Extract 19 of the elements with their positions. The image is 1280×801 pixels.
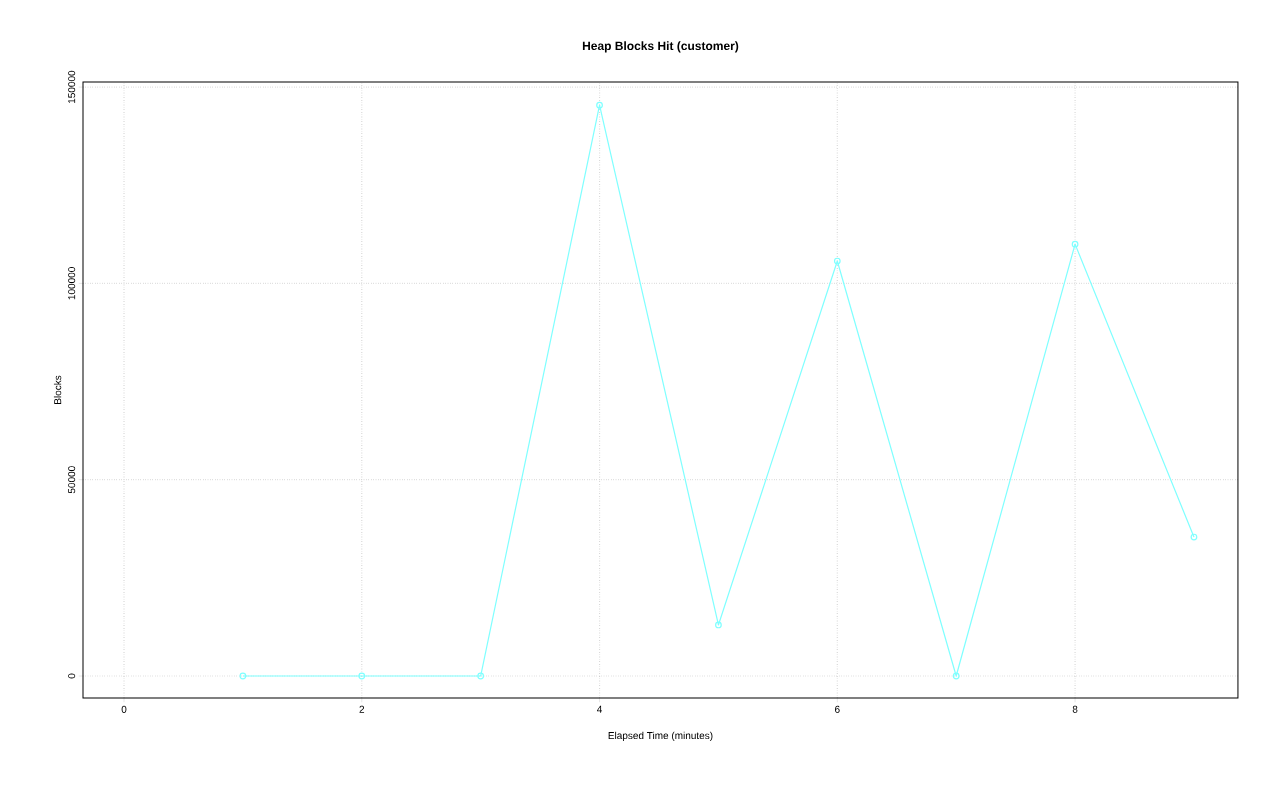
point bbox=[1071, 240, 1079, 248]
x-tick-label: 6 bbox=[835, 705, 840, 713]
x-tick-label: 4 bbox=[597, 705, 603, 713]
y-tick-label: 0 bbox=[68, 673, 76, 679]
point bbox=[596, 101, 603, 109]
y-tick-label: 50000 bbox=[68, 466, 76, 494]
x-tick-label: 0 bbox=[121, 705, 127, 713]
x-tick-label: 2 bbox=[359, 705, 365, 713]
y-tick-label: 100000 bbox=[68, 267, 76, 300]
y-axis-title: Blocks bbox=[53, 375, 62, 404]
point bbox=[952, 672, 960, 680]
point bbox=[358, 672, 366, 680]
x-axis-title: Elapsed Time (minutes) bbox=[608, 731, 713, 742]
point bbox=[477, 672, 485, 680]
point bbox=[715, 621, 722, 629]
x-tick-label: 8 bbox=[1072, 705, 1078, 713]
chart-title: Heap Blocks Hit (customer) bbox=[582, 41, 739, 53]
y-tick-label: 150000 bbox=[68, 70, 76, 104]
point bbox=[833, 257, 841, 265]
